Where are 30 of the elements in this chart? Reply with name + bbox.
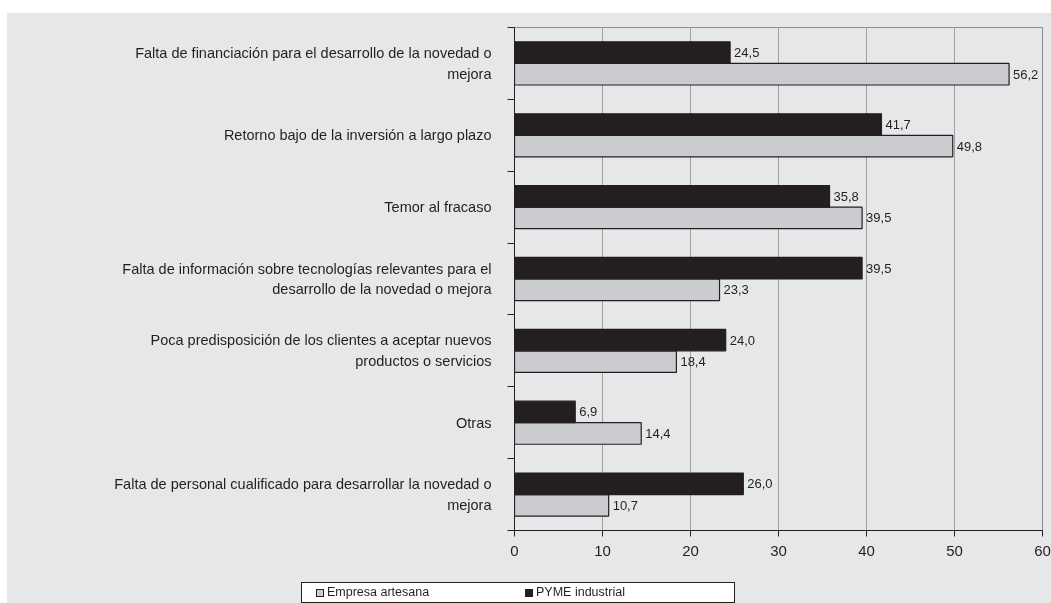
data-label: 26,0 [747,476,773,492]
x-tick-label: 30 [770,541,787,559]
y-tick-label: Poca predisposición de los clientes a aceptar nuevos productos o servicios [150,332,492,370]
data-label: 10,7 [612,497,638,513]
x-tick-label: 60 [1034,541,1051,559]
data-label: 49,8 [956,138,983,154]
data-label: 18,4 [680,354,706,370]
data-label: 35,8 [833,188,859,204]
x-tick-label: 20 [682,541,699,559]
y-tick-label: Retorno bajo de la inversión a largo plazo [223,127,492,144]
data-label: 56,2 [1013,66,1039,82]
data-label: 6,9 [579,404,598,420]
y-tick-label: Otras [456,414,492,431]
data-label: 23,3 [723,282,749,298]
data-label: 24,0 [729,332,756,348]
y-tick-label: Falta de información sobre tecnologías relevantes para el desarrollo de la novedad o mejora [122,260,493,298]
legend-label: Empresa artesana [327,583,430,601]
legend-label: PYME industrial [536,583,625,601]
x-tick-label: 0 [510,541,519,559]
data-label: 41,7 [885,117,911,133]
x-tick-label: 10 [594,541,611,559]
y-tick-label: Temor al fracaso [384,199,492,216]
y-tick-label: Falta de financiación para el desarrollo de la novedad o mejora [135,45,493,82]
x-tick-label: 40 [858,541,875,559]
data-label: 39,5 [866,210,892,226]
data-label: 24,5 [734,45,760,61]
data-label: 14,4 [645,425,671,441]
data-label: 39,5 [866,260,892,276]
y-tick-label: Falta de personal cualificado para desarrollar la novedad o mejora [114,476,493,513]
x-tick-label: 50 [946,541,963,559]
